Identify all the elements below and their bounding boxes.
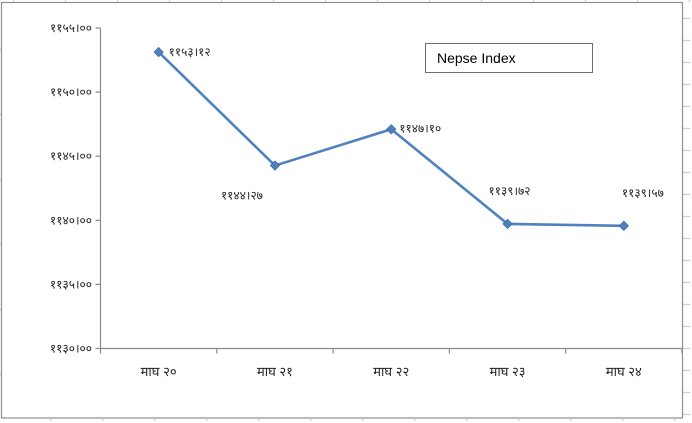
legend-box[interactable]: Nepse Index bbox=[425, 43, 593, 73]
data-point-label: ११३९।५७ bbox=[622, 186, 664, 200]
legend-label: Nepse Index bbox=[437, 50, 516, 66]
data-point-label: ११३९।७२ bbox=[489, 184, 531, 198]
data-point-marker[interactable] bbox=[269, 160, 281, 171]
y-tick-label: ११५०।०० bbox=[50, 85, 92, 99]
x-category-label: माघ २१ bbox=[257, 364, 293, 379]
data-point-marker[interactable] bbox=[386, 124, 397, 135]
x-category-label: माघ २३ bbox=[490, 364, 526, 379]
data-point-label: ११५३।१२ bbox=[169, 45, 211, 59]
data-point-label: ११४७।१० bbox=[399, 121, 441, 135]
data-point-marker[interactable] bbox=[618, 220, 630, 231]
x-category-label: माघ २० bbox=[141, 364, 177, 379]
x-category-label: माघ २४ bbox=[606, 364, 642, 379]
y-tick-label: ११३५।०० bbox=[50, 277, 92, 291]
data-point-label: ११४४।२७ bbox=[221, 189, 263, 203]
x-category-label: माघ २२ bbox=[373, 364, 409, 379]
data-point-marker[interactable] bbox=[153, 46, 164, 58]
y-tick-label: ११३०।०० bbox=[50, 342, 92, 356]
data-point-marker[interactable] bbox=[502, 218, 513, 230]
y-tick-label: ११४५।०० bbox=[50, 149, 92, 163]
y-tick-label: ११४०।०० bbox=[50, 213, 92, 227]
y-tick-label: ११५५।०० bbox=[50, 21, 92, 35]
